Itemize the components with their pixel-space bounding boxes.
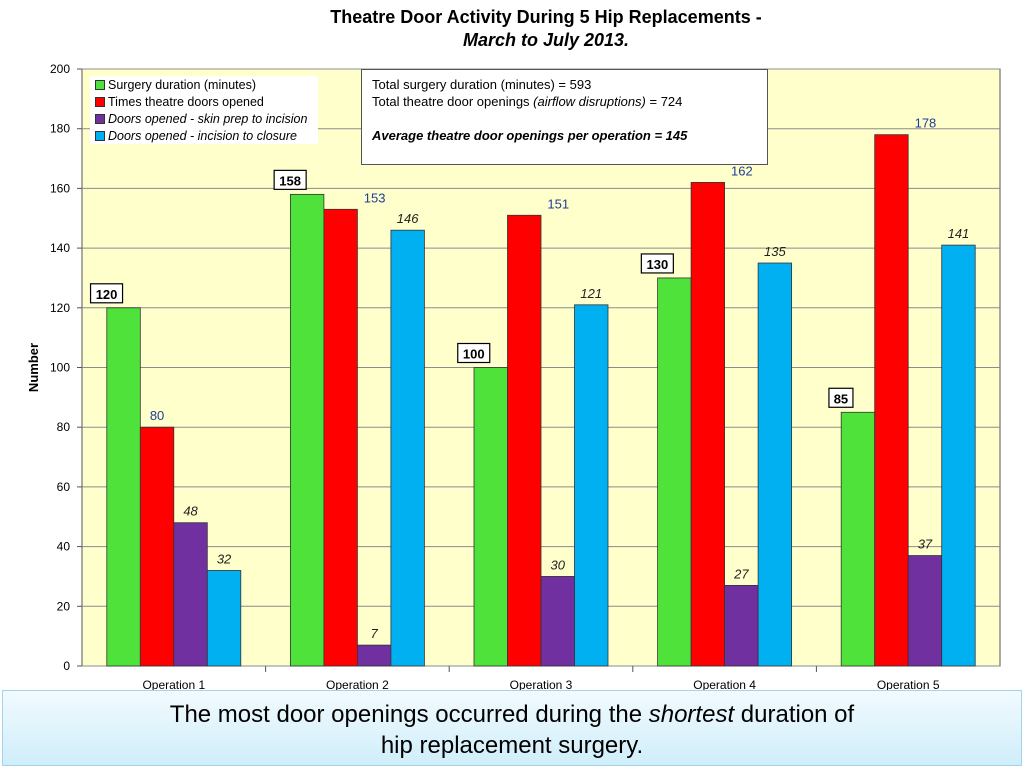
summary-openings-italic: (airflow disruptions) (533, 94, 646, 109)
bar-chart: 0 20 40 60 80 100 120 140 160 180 200 Number Operati… (26, 62, 1001, 690)
summary-box: Total surgery duration (minutes) = 593 T… (361, 69, 768, 165)
bar (690, 182, 725, 667)
data-label: 141 (948, 226, 970, 241)
y-tick-label: 200 (50, 62, 70, 76)
y-tick-label: 0 (63, 659, 70, 673)
legend-item: Doors opened - skin prep to incision (90, 110, 318, 127)
bar (356, 644, 392, 667)
conclusion-text-end: duration of hip replacement surgery. (380, 701, 855, 759)
data-label: 7 (371, 626, 379, 641)
data-label-box (640, 253, 674, 274)
data-label: 37 (918, 537, 933, 552)
data-label: 30 (551, 557, 566, 572)
conclusion-text-start: The most door openings occurred during t… (169, 701, 649, 728)
y-tick-label: 160 (50, 181, 70, 195)
summary-total-openings: Total theatre door openings (airflow dis… (372, 93, 757, 110)
data-label: 32 (217, 551, 232, 566)
y-tick-label: 80 (57, 420, 71, 434)
bar (390, 229, 425, 667)
legend-label: Doors opened - skin prep to incision (108, 111, 308, 126)
chart-title-line1: Theatre Door Activity During 5 Hip Repla… (330, 7, 762, 27)
summary-openings-suffix: = 724 (645, 94, 683, 109)
x-tick-label: Operation 3 (510, 678, 573, 690)
y-tick-label: 40 (57, 540, 71, 554)
data-label: 120 (96, 287, 118, 302)
bar (840, 411, 876, 667)
bar (106, 307, 141, 667)
chart-title-line2: March to July 2013. (462, 30, 630, 50)
legend-label: Times theatre doors opened (108, 94, 264, 109)
data-label: 130 (646, 257, 668, 272)
bar (323, 208, 358, 667)
summary-total-duration: Total surgery duration (minutes) = 593 (372, 77, 592, 92)
y-tick-label: 100 (50, 361, 70, 375)
bar (657, 277, 692, 667)
y-tick-label: 140 (50, 241, 70, 255)
chart-title: Theatre Door Activity During 5 Hip Repla… (0, 6, 1024, 52)
data-label: 162 (731, 163, 753, 178)
conclusion-banner: The most door openings occurred during t… (2, 690, 1022, 766)
bar (724, 585, 759, 667)
legend-swatch (95, 113, 105, 124)
summary-average: Average theatre door openings per operat… (372, 128, 688, 143)
bar (574, 304, 609, 667)
summary-openings-prefix: Total theatre door openings (372, 94, 534, 109)
legend-label: Doors opened - incision to closure (108, 128, 297, 143)
data-label-box (457, 342, 491, 364)
data-label: 80 (150, 408, 164, 423)
x-tick-label: Operation 5 (877, 678, 940, 690)
data-label-box (89, 283, 124, 304)
bar (139, 426, 175, 667)
legend-swatch (95, 79, 105, 90)
y-tick-label: 20 (57, 599, 71, 613)
data-label-box (273, 169, 307, 190)
bar (507, 214, 542, 667)
bar (289, 193, 325, 667)
y-tick-label: 120 (50, 301, 70, 315)
x-tick-label: Operation 1 (142, 678, 205, 690)
y-tick-label: 180 (50, 122, 70, 136)
y-tick-label: 60 (57, 480, 71, 494)
legend-item: Doors opened - incision to closure (90, 127, 318, 144)
data-label: 100 (463, 347, 485, 362)
data-label: 178 (915, 116, 937, 131)
legend-swatch (95, 130, 105, 141)
data-label: 158 (279, 173, 301, 188)
x-tick-label: Operation 4 (693, 678, 756, 690)
bar (907, 555, 943, 667)
conclusion-text-emphasis: shortest (648, 701, 735, 728)
bar (874, 134, 909, 667)
legend-label: Surgery duration (minutes) (108, 77, 256, 92)
data-label: 146 (397, 211, 419, 226)
data-label: 48 (183, 504, 198, 519)
bar (473, 367, 508, 667)
bar (757, 262, 792, 667)
chart-legend: Surgery duration (minutes) Times theatre … (90, 76, 318, 144)
data-label: 153 (364, 190, 386, 205)
data-label: 151 (547, 196, 569, 211)
bar (173, 522, 208, 667)
x-tick-label: Operation 2 (326, 678, 389, 690)
bar (540, 576, 575, 667)
y-axis-label: Number (26, 343, 41, 392)
data-label: 27 (733, 566, 749, 581)
bar (206, 570, 242, 667)
bar (941, 244, 976, 667)
legend-item: Times theatre doors opened (90, 93, 318, 110)
legend-swatch (95, 96, 105, 107)
data-label: 135 (764, 244, 786, 259)
data-label: 85 (834, 391, 848, 406)
data-label: 121 (580, 286, 602, 301)
legend-item: Surgery duration (minutes) (90, 76, 318, 93)
data-label-box (828, 387, 854, 408)
